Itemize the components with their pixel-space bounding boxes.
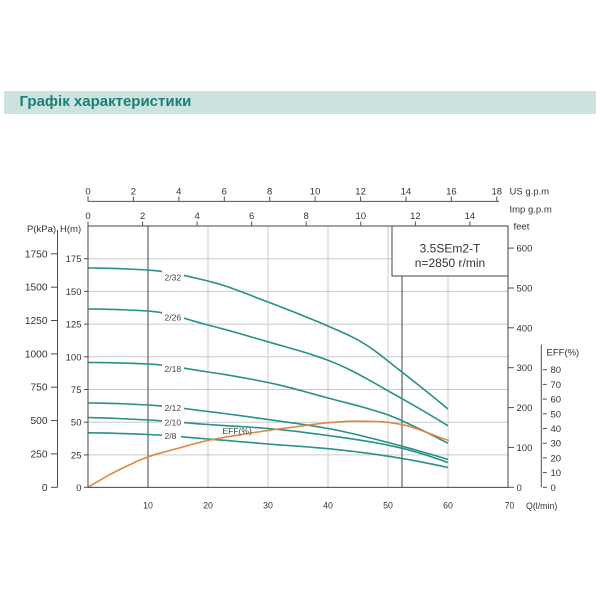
svg-text:40: 40 xyxy=(323,501,333,511)
svg-text:P(kPa): P(kPa) xyxy=(27,224,56,235)
svg-text:14: 14 xyxy=(465,211,476,222)
svg-text:6: 6 xyxy=(222,187,227,198)
svg-text:10: 10 xyxy=(356,211,367,222)
svg-text:16: 16 xyxy=(446,187,457,198)
svg-text:50: 50 xyxy=(71,418,82,429)
svg-text:8: 8 xyxy=(304,211,309,222)
svg-text:400: 400 xyxy=(517,323,533,334)
svg-text:2: 2 xyxy=(131,187,136,198)
svg-text:60: 60 xyxy=(551,395,562,406)
svg-text:1750: 1750 xyxy=(25,249,48,260)
svg-text:2/8: 2/8 xyxy=(165,431,177,441)
svg-text:100: 100 xyxy=(517,443,533,454)
svg-text:0: 0 xyxy=(551,483,556,494)
svg-text:25: 25 xyxy=(71,450,82,461)
svg-text:3.5SEm2-T: 3.5SEm2-T xyxy=(420,242,481,256)
svg-text:4: 4 xyxy=(176,187,181,198)
svg-text:2/32: 2/32 xyxy=(165,273,182,283)
svg-text:80: 80 xyxy=(551,365,562,376)
svg-text:2/12: 2/12 xyxy=(165,403,182,413)
svg-text:0: 0 xyxy=(85,211,90,222)
svg-text:60: 60 xyxy=(443,501,453,511)
svg-text:175: 175 xyxy=(66,254,82,265)
svg-text:1500: 1500 xyxy=(25,283,48,294)
svg-text:20: 20 xyxy=(203,501,213,511)
svg-text:125: 125 xyxy=(66,320,82,331)
svg-text:200: 200 xyxy=(517,403,533,414)
svg-text:250: 250 xyxy=(31,449,48,460)
svg-text:US g.p.m: US g.p.m xyxy=(510,187,550,198)
svg-text:4: 4 xyxy=(194,211,199,222)
svg-text:500: 500 xyxy=(31,416,48,427)
svg-text:20: 20 xyxy=(551,453,562,464)
svg-text:10: 10 xyxy=(143,501,153,511)
svg-text:70: 70 xyxy=(551,380,562,391)
svg-text:feet: feet xyxy=(514,222,530,233)
svg-text:30: 30 xyxy=(551,439,562,450)
svg-text:1250: 1250 xyxy=(25,316,48,327)
svg-text:8: 8 xyxy=(267,187,272,198)
svg-text:100: 100 xyxy=(66,352,82,363)
svg-text:Imp g.p.m: Imp g.p.m xyxy=(510,205,552,216)
svg-text:EFF(%): EFF(%) xyxy=(547,348,580,359)
svg-text:30: 30 xyxy=(263,501,273,511)
svg-text:2/18: 2/18 xyxy=(165,364,182,374)
svg-text:EFF(%): EFF(%) xyxy=(223,426,252,436)
svg-text:0: 0 xyxy=(42,483,48,494)
svg-text:n=2850 r/min: n=2850 r/min xyxy=(415,256,485,270)
svg-text:0: 0 xyxy=(76,483,81,494)
svg-text:500: 500 xyxy=(517,284,533,295)
svg-text:18: 18 xyxy=(492,187,503,198)
svg-text:600: 600 xyxy=(517,244,533,255)
svg-text:40: 40 xyxy=(551,424,562,435)
svg-text:H(m): H(m) xyxy=(60,224,81,235)
svg-text:50: 50 xyxy=(551,409,562,420)
svg-text:12: 12 xyxy=(410,211,421,222)
svg-text:0: 0 xyxy=(85,187,90,198)
svg-text:Q(l/min): Q(l/min) xyxy=(526,501,557,511)
svg-text:2/10: 2/10 xyxy=(165,418,182,428)
svg-text:300: 300 xyxy=(517,363,533,374)
svg-text:150: 150 xyxy=(66,287,82,298)
svg-text:0: 0 xyxy=(517,483,522,494)
svg-text:10: 10 xyxy=(551,468,562,479)
svg-text:14: 14 xyxy=(401,187,412,198)
svg-text:10: 10 xyxy=(310,187,321,198)
svg-text:12: 12 xyxy=(355,187,366,198)
svg-text:6: 6 xyxy=(249,211,254,222)
svg-text:50: 50 xyxy=(383,501,393,511)
svg-text:2/26: 2/26 xyxy=(165,313,182,323)
svg-text:75: 75 xyxy=(71,385,82,396)
svg-text:70: 70 xyxy=(505,501,515,511)
svg-text:2: 2 xyxy=(140,211,145,222)
svg-text:750: 750 xyxy=(31,383,48,394)
svg-text:1000: 1000 xyxy=(25,349,48,360)
